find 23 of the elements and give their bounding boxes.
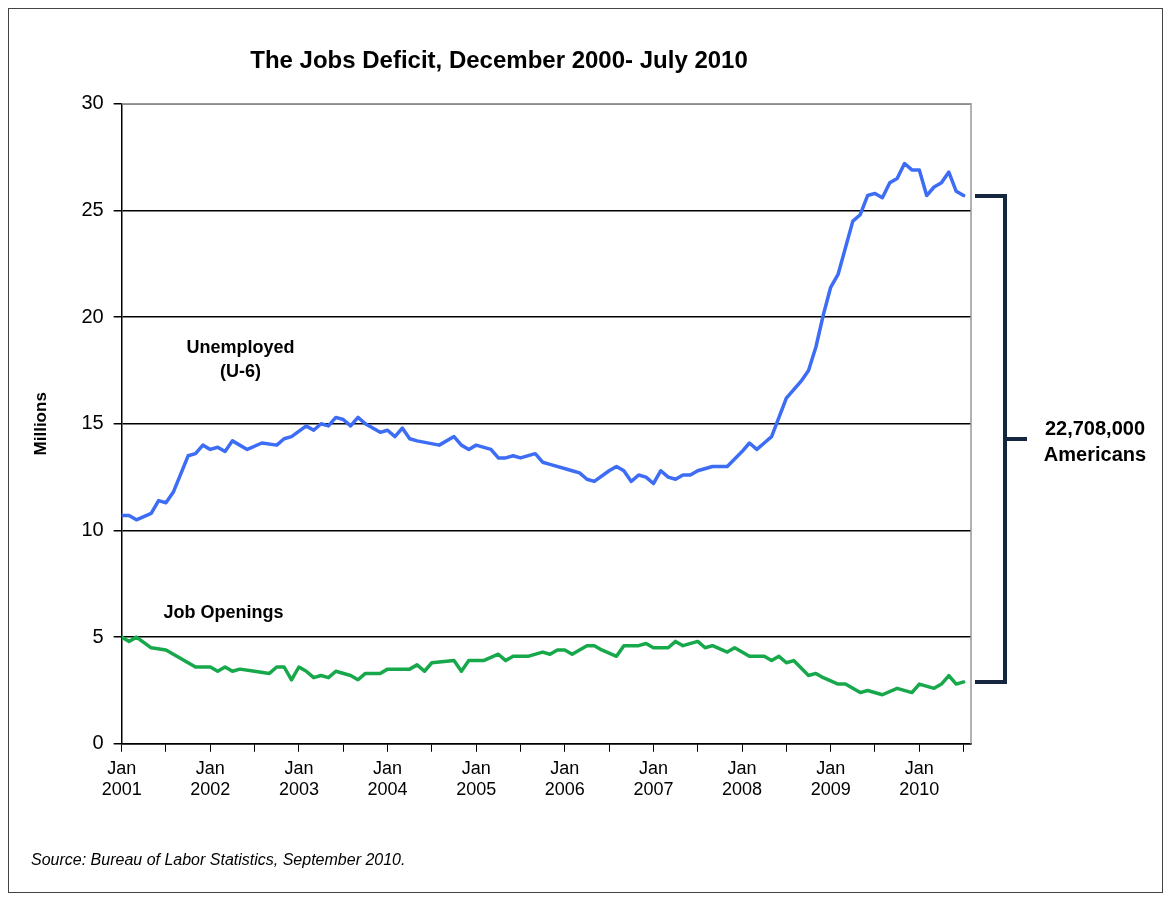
source-note: Source: Bureau of Labor Statistics, September 2010. <box>31 851 406 869</box>
text: Unemployed (U-6) <box>186 336 295 381</box>
x-tick-label: Jan 2006 <box>544 757 585 800</box>
x-tick-label: Jan 2004 <box>367 757 408 800</box>
y-tick-label: 0 <box>92 731 104 754</box>
y-tick-label: 10 <box>81 517 104 540</box>
y-axis-title: Millions <box>30 392 50 456</box>
x-tick-label: Jan 2010 <box>899 757 940 800</box>
y-tick-label: 30 <box>81 91 104 114</box>
chart-title: The Jobs Deficit, December 2000- July 2010 <box>250 46 748 74</box>
x-tick-label: Jan 2009 <box>810 757 851 800</box>
x-tick-label: Jan 2002 <box>190 757 231 800</box>
y-tick-label: 20 <box>81 304 104 327</box>
x-tick-label: Jan 2001 <box>101 757 142 800</box>
x-tick-label: Jan 2005 <box>456 757 497 800</box>
x-tick-label: Jan 2007 <box>633 757 674 800</box>
series-label: Job Openings <box>163 601 284 622</box>
x-tick-label: Jan 2003 <box>278 757 319 800</box>
x-tick-label: Jan 2008 <box>722 757 763 800</box>
y-tick-label: 5 <box>92 624 104 647</box>
text: 22,708,000 Americans <box>1042 415 1148 467</box>
y-tick-label: 15 <box>81 411 104 434</box>
y-tick-label: 25 <box>81 197 104 220</box>
